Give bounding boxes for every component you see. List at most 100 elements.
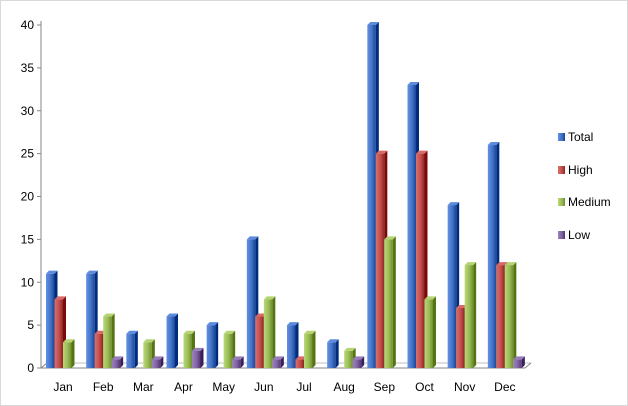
bar-front-face: [111, 359, 121, 368]
bar-total-may: [206, 322, 219, 368]
bar-front-face: [496, 265, 505, 368]
bar-front-face: [424, 299, 433, 368]
bar-front-face: [103, 316, 112, 368]
bar-total-apr: [166, 313, 178, 368]
bar-side-face: [521, 356, 525, 368]
bar-medium-nov: [464, 262, 477, 368]
bar-front-face: [367, 25, 376, 368]
bar-top-face: [384, 236, 396, 240]
bar-side-face: [272, 296, 276, 368]
bar-front-face: [352, 359, 362, 368]
bar-side-face: [111, 313, 115, 368]
bar-medium-sep: [384, 236, 396, 368]
bar-top-face: [151, 356, 164, 360]
bar-low-mar: [151, 356, 164, 368]
y-tick-label: 25: [21, 147, 35, 161]
bar-top-face: [272, 356, 284, 360]
bar-front-face: [166, 316, 175, 368]
x-tick-label: May: [212, 380, 235, 394]
legend-item-total: Total: [558, 130, 593, 144]
bar-total-jul: [287, 322, 299, 368]
bar-front-face: [94, 333, 104, 368]
bar-front-face: [54, 299, 63, 368]
bar-front-face: [263, 299, 273, 368]
bar-front-face: [183, 333, 192, 368]
axes: 0 5 10 15 20 25 30 35 40 Jan Feb Mar Apr May Jun Jul Aug…: [21, 18, 532, 394]
bar-side-face: [215, 322, 219, 368]
bar-side-face: [392, 236, 396, 368]
bar-medium-jul: [304, 330, 316, 368]
legend-label: Total: [568, 130, 593, 144]
bar-total-aug: [327, 339, 339, 368]
bar-front-face: [456, 307, 465, 368]
bar-side-face: [295, 322, 299, 368]
bar-front-face: [223, 333, 233, 368]
bars: [46, 22, 525, 369]
bar-top-face: [304, 330, 316, 334]
bar-front-face: [504, 265, 514, 368]
bar-top-face: [111, 356, 124, 360]
y-tick-label: 20: [21, 190, 35, 204]
bar-total-mar: [126, 330, 138, 368]
bar-side-face: [240, 356, 244, 368]
legend-label: Low: [568, 228, 590, 242]
bar-low-feb: [111, 356, 124, 368]
bar-side-face: [160, 356, 164, 368]
bar-side-face: [473, 262, 477, 368]
bar-top-face: [63, 339, 75, 343]
bar-front-face: [513, 359, 522, 368]
bar-side-face: [361, 356, 365, 368]
bar-top-face: [192, 347, 204, 351]
bar-front-face: [126, 333, 135, 368]
legend-label: High: [568, 163, 593, 177]
legend-label: Medium: [568, 195, 611, 209]
bar-top-face: [504, 262, 517, 266]
bar-top-face: [103, 313, 115, 317]
x-tick-label: Jan: [53, 380, 72, 394]
bar-medium-dec: [504, 262, 517, 368]
bar-front-face: [287, 325, 296, 368]
y-tick-label: 0: [27, 361, 34, 375]
bar-front-face: [232, 359, 241, 368]
legend-item-medium: Medium: [558, 195, 611, 209]
bar-medium-jun: [263, 296, 276, 368]
x-tick-label: Sep: [374, 380, 396, 394]
x-tick-label: Mar: [133, 380, 154, 394]
bar-front-face: [375, 153, 385, 368]
bar-side-face: [433, 296, 436, 368]
bar-front-face: [327, 342, 336, 368]
bar-low-may: [232, 356, 244, 368]
bar-top-face: [367, 22, 379, 25]
bar-front-face: [487, 145, 497, 368]
legend: Total High Medium Low: [558, 130, 611, 242]
bar-side-face: [120, 356, 124, 368]
floor-edge-right: [524, 362, 532, 369]
bar-medium-feb: [103, 313, 115, 368]
bar-top-face: [126, 330, 138, 334]
bar-top-face: [424, 296, 436, 300]
bar-side-face: [280, 356, 284, 368]
bar-front-face: [46, 273, 55, 368]
bar-front-face: [192, 350, 201, 368]
bar-top-face: [223, 330, 236, 334]
bar-medium-oct: [424, 296, 436, 368]
bar-top-face: [166, 313, 178, 317]
bar-front-face: [407, 85, 416, 369]
bar-side-face: [71, 339, 75, 368]
x-tick-label: Oct: [415, 380, 434, 394]
bar-front-face: [447, 205, 457, 368]
bar-front-face: [416, 153, 425, 368]
bar-top-face: [496, 262, 508, 266]
x-tick-label: Jun: [254, 380, 273, 394]
bar-top-face: [246, 236, 259, 240]
y-tick-label: 40: [21, 18, 35, 32]
legend-swatch: [558, 166, 565, 174]
y-tick-label: 10: [21, 275, 35, 289]
bar-front-face: [86, 273, 95, 368]
bar-front-face: [246, 239, 256, 368]
bar-top-face: [344, 347, 356, 351]
bar-front-face: [304, 333, 313, 368]
bar-front-face: [344, 350, 353, 368]
x-tick-label: Apr: [174, 380, 193, 394]
